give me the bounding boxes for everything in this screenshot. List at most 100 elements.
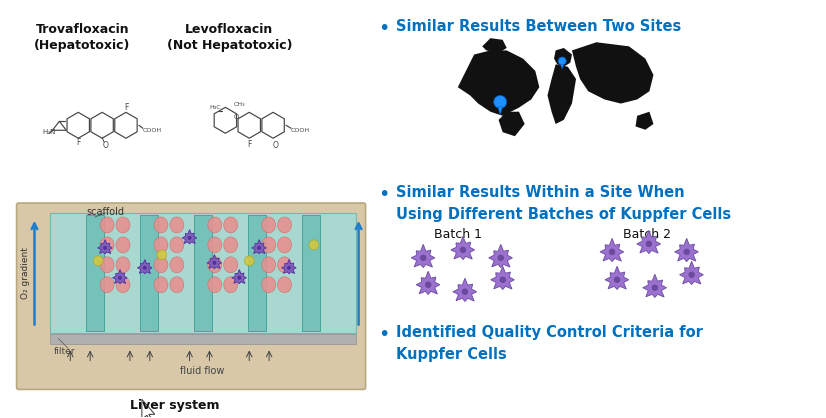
Ellipse shape [116,237,130,253]
Text: Similar Results Within a Site When: Similar Results Within a Site When [396,185,685,200]
Circle shape [188,236,192,240]
Text: H₃C: H₃C [210,105,221,110]
Text: Identified Quality Control Criteria for: Identified Quality Control Criteria for [396,325,703,339]
Bar [248,215,266,331]
Circle shape [93,256,103,266]
Ellipse shape [278,237,292,253]
Text: O₂ gradient: O₂ gradient [21,247,30,299]
Ellipse shape [170,257,184,273]
Polygon shape [458,51,539,116]
Ellipse shape [224,277,238,293]
Text: •: • [378,19,390,38]
Ellipse shape [262,237,276,253]
Circle shape [646,241,652,247]
Text: (Not Hepatotoxic): (Not Hepatotoxic) [167,38,292,51]
Ellipse shape [278,217,292,233]
Ellipse shape [116,277,130,293]
Polygon shape [499,112,525,136]
Circle shape [688,272,695,278]
Ellipse shape [100,237,114,253]
Circle shape [257,246,261,250]
Polygon shape [97,240,112,254]
Circle shape [494,95,506,108]
Circle shape [118,276,122,280]
Ellipse shape [208,237,221,253]
Circle shape [103,246,107,250]
Text: Using Different Batches of Kuppfer Cells: Using Different Batches of Kuppfer Cells [396,207,732,222]
Text: CH₃: CH₃ [234,102,245,107]
Polygon shape [416,271,439,294]
Circle shape [237,276,241,280]
Text: Trovafloxacin: Trovafloxacin [36,23,129,36]
Circle shape [287,266,291,270]
Text: Batch 1: Batch 1 [434,228,482,241]
Bar [50,213,356,333]
Ellipse shape [116,217,130,233]
Bar [50,334,356,344]
Polygon shape [605,266,629,290]
Circle shape [244,256,254,266]
Polygon shape [561,64,564,69]
Circle shape [425,281,431,288]
Polygon shape [491,266,515,290]
Text: •: • [378,185,390,204]
Polygon shape [635,112,653,130]
Ellipse shape [208,217,221,233]
Ellipse shape [262,217,276,233]
Polygon shape [498,107,503,115]
Circle shape [420,255,426,261]
Ellipse shape [154,277,168,293]
Bar [301,215,320,331]
Text: scaffold: scaffold [86,207,124,217]
Ellipse shape [224,217,238,233]
Circle shape [212,261,216,265]
Circle shape [143,266,147,270]
Text: F: F [247,140,251,149]
Polygon shape [637,230,661,254]
Polygon shape [252,240,266,254]
Circle shape [462,288,468,295]
Text: Batch 2: Batch 2 [623,228,671,241]
Text: filter: filter [54,347,75,356]
Polygon shape [554,48,572,67]
Text: F: F [124,103,128,112]
Polygon shape [453,278,477,301]
Ellipse shape [278,257,292,273]
Polygon shape [572,42,653,104]
Ellipse shape [224,257,238,273]
Polygon shape [137,260,152,274]
Circle shape [309,240,319,250]
Polygon shape [142,399,154,418]
Ellipse shape [154,217,168,233]
Text: F: F [76,138,80,147]
Circle shape [460,247,466,253]
Polygon shape [680,261,703,285]
Ellipse shape [208,277,221,293]
Ellipse shape [100,257,114,273]
Circle shape [497,255,504,261]
Polygon shape [489,245,512,268]
FancyBboxPatch shape [17,203,366,390]
Ellipse shape [116,257,130,273]
Text: O: O [102,141,108,150]
Text: COOH: COOH [143,128,162,133]
Polygon shape [207,255,221,269]
Ellipse shape [170,217,184,233]
Text: COOH: COOH [291,128,310,133]
Text: Kuppfer Cells: Kuppfer Cells [396,347,507,362]
Text: O: O [234,114,239,120]
Polygon shape [232,270,246,284]
Circle shape [500,277,506,283]
Circle shape [157,250,167,260]
Text: (Hepatotoxic): (Hepatotoxic) [34,38,131,51]
Polygon shape [548,64,576,124]
Ellipse shape [154,257,168,273]
Ellipse shape [262,257,276,273]
Ellipse shape [208,257,221,273]
Bar [194,215,212,331]
Ellipse shape [170,237,184,253]
Text: fluid flow: fluid flow [180,367,225,377]
Ellipse shape [100,217,114,233]
Polygon shape [675,238,698,262]
Ellipse shape [170,277,184,293]
